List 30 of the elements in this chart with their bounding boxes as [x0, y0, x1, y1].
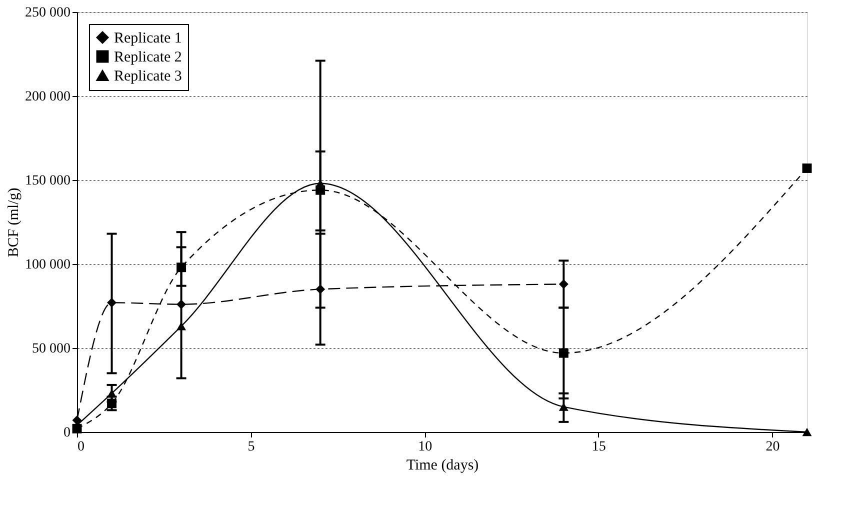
y-axis-title: BCF (ml/g)	[6, 188, 22, 258]
point	[316, 179, 326, 188]
y-tick-label: 250 000	[25, 6, 70, 20]
legend-label: Replicate 3	[114, 68, 182, 84]
legend-label: Replicate 1	[114, 30, 182, 46]
point	[176, 262, 186, 272]
y-tick-label: 100 000	[25, 258, 70, 272]
point	[558, 279, 568, 289]
legend-label: Replicate 2	[114, 50, 182, 66]
y-tick-label: 150 000	[25, 174, 70, 188]
x-tick-label: 20	[766, 440, 780, 454]
point	[72, 415, 82, 425]
point	[558, 348, 568, 358]
x-tick-label: 0	[78, 440, 84, 454]
y-tick-label: 200 000	[25, 90, 70, 104]
x-tick-label: 5	[248, 440, 255, 454]
x-tick-label: 15	[592, 440, 606, 454]
point	[107, 389, 117, 398]
point	[176, 300, 186, 310]
point	[176, 322, 186, 330]
y-tick-label: 0	[64, 426, 70, 440]
point	[802, 163, 812, 173]
point	[558, 402, 568, 411]
point	[107, 398, 117, 408]
point	[107, 298, 117, 308]
y-tick-label: 50 000	[32, 342, 70, 356]
point	[316, 284, 326, 294]
x-tick-label: 10	[418, 440, 432, 454]
point	[802, 428, 812, 436]
x-axis-title: Time (days)	[406, 458, 479, 474]
